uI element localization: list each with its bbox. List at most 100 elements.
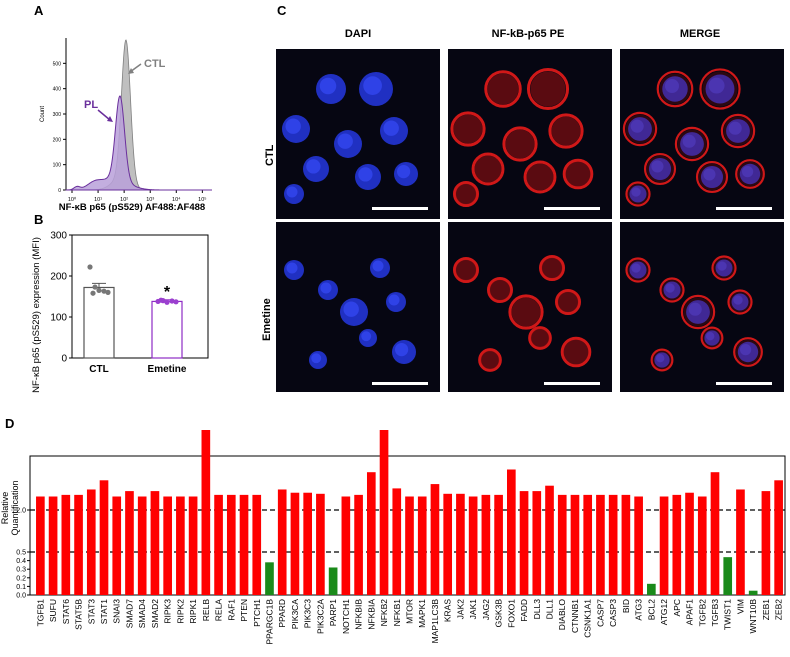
- panel-d-bar: [150, 491, 160, 595]
- nucleus-highlight: [708, 77, 725, 94]
- cell-pe-body: [661, 279, 683, 301]
- cell-pe-rim: [478, 348, 502, 372]
- panel-d-xtick-label: STAT6: [61, 599, 71, 624]
- panel-d-bar: [659, 496, 669, 595]
- panel-d-xtick-label: TGFB2: [697, 599, 707, 627]
- panel-d-bar: [316, 493, 325, 595]
- panel-d-xtick-label: BCL2: [646, 599, 656, 621]
- cell-pe-rim: [528, 326, 552, 350]
- panel-d-bar: [86, 489, 96, 595]
- panel-d-xtick-label: MAPK1: [417, 599, 427, 628]
- panel-d-bar: [647, 583, 656, 595]
- panel-d-bar: [774, 480, 783, 595]
- cell-pe-rim: [643, 152, 677, 186]
- panel-a-ctl-histogram: [66, 39, 212, 191]
- nucleus-highlight: [319, 77, 337, 95]
- scale-bar: [544, 207, 600, 210]
- panel-d-ytick-label: 0.4: [16, 558, 26, 565]
- panel-d-bar: [252, 494, 262, 595]
- nucleus-highlight: [311, 353, 322, 364]
- scale-bar: [716, 382, 772, 385]
- panel-d-xtick-label: FADD: [519, 599, 529, 622]
- cell-pe-rim: [450, 111, 486, 147]
- cell-pe-rim: [625, 181, 651, 207]
- panel-d-bar: [61, 494, 71, 595]
- cell-pe-rim: [711, 255, 737, 281]
- nucleus-highlight: [655, 353, 665, 363]
- panel-d-bar: [405, 496, 414, 595]
- micrograph-ctl-pe: [448, 49, 612, 219]
- panel-d-bar: [74, 494, 83, 595]
- panel-d-xtick-label: STAT3: [86, 599, 96, 624]
- cell-pe-rim: [733, 337, 763, 367]
- panel-d-xtick-label: APAF1: [685, 599, 695, 626]
- nucleus-highlight: [343, 301, 359, 317]
- cell-pe-rim: [523, 160, 557, 194]
- panel-d-xtick-label: CSNK1A1: [583, 599, 593, 638]
- cell-pe-rim: [699, 68, 741, 110]
- panel-d-xtick-label: BID: [621, 599, 631, 613]
- panel-a-pl-arrow: [97, 109, 111, 121]
- cell-pe-body: [489, 279, 511, 301]
- panel-b-ytick-label: 300: [50, 231, 67, 242]
- panel-d-bar: [366, 472, 376, 595]
- cell-pe-body: [474, 155, 502, 183]
- panel-d-bar: [137, 496, 147, 595]
- nucleus-highlight: [703, 168, 716, 181]
- panel-d-ytick-label: 0.1: [16, 584, 26, 591]
- cell-pe-body: [453, 114, 483, 144]
- cell-pe-rim: [487, 277, 513, 303]
- panel-b-xtick-label: CTL: [89, 364, 108, 375]
- panel-d-xtick-label: PIK3C3: [303, 599, 313, 629]
- cell-pe-body: [625, 114, 655, 144]
- nucleus-highlight: [665, 283, 675, 293]
- panel-d-bar: [226, 494, 236, 595]
- panel-c-row-emetine: Emetine: [261, 298, 273, 341]
- panel-d-xtick-label: ATG3: [634, 599, 644, 621]
- panel-d-bar: [685, 492, 694, 595]
- cell-pe-body: [735, 339, 761, 365]
- cell-pe-rim: [622, 111, 658, 147]
- nucleus-highlight: [395, 343, 409, 357]
- micrograph-ctl-dapi: [276, 49, 440, 219]
- panel-d-bar: [341, 496, 351, 595]
- panel-d-bar: [303, 492, 312, 595]
- panel-d-bar: [277, 489, 287, 595]
- panel-a-ytick-label: 400: [53, 87, 62, 93]
- panel-d-ytick-label: 0.0: [16, 593, 26, 600]
- nucleus-highlight: [741, 165, 754, 178]
- nucleus-highlight: [664, 78, 680, 94]
- nucleus-highlight: [705, 331, 715, 341]
- nucleus-highlight: [630, 119, 644, 133]
- cell-pe-body: [480, 350, 500, 370]
- cell-pe-body: [627, 183, 649, 205]
- panel-a-ytick-label: 300: [53, 112, 62, 118]
- panel-d-xtick-label: SUFU: [48, 599, 58, 622]
- panel-b-ytick-label: 100: [50, 313, 67, 324]
- panel-d-bar: [672, 494, 682, 595]
- cell-pe-body: [683, 297, 713, 327]
- panel-d-bar: [723, 557, 733, 595]
- panel-d-xtick-label: TGFB1: [35, 599, 45, 627]
- cell-pe-rim: [700, 326, 724, 350]
- panel-letter-a: A: [34, 3, 44, 18]
- panel-d-xtick-label: STAT1: [99, 599, 109, 624]
- panel-b-ytick-label: 200: [50, 272, 67, 283]
- cell-pe-body: [729, 291, 751, 313]
- panel-b-point: [101, 288, 107, 294]
- panel-d-ytick-label: 0.2: [16, 575, 26, 582]
- panel-a-xlabel: NF-κB p65 (pS529) AF488:AF488: [59, 202, 205, 213]
- panel-letter-d: D: [5, 416, 15, 431]
- panel-d-bar: [557, 494, 567, 595]
- panel-d-xtick-label: TWIST1: [723, 599, 733, 630]
- panel-d-bar: [36, 496, 45, 595]
- cell-pe-rim: [735, 159, 765, 189]
- cell-pe-rim: [659, 277, 685, 303]
- panel-d-xtick-label: CASP7: [595, 599, 605, 627]
- panel-a-xtick-label: 10²: [120, 197, 128, 203]
- cell-pe-rim: [508, 294, 544, 330]
- nucleus-highlight: [286, 186, 298, 198]
- panel-d-xtick-label: PPARD: [277, 599, 287, 628]
- nucleus-highlight: [306, 159, 321, 174]
- panel-d-chart: 2.0 0.50.4 0.30.2 0.1 0.0 TGFB1 SUFU STAT6 STAT5…: [0, 430, 786, 645]
